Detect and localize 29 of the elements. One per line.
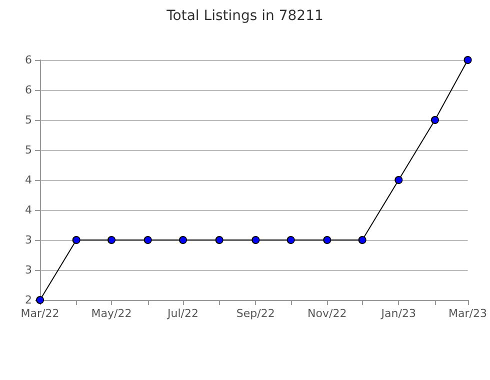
chart-title: Total Listings in 78211	[166, 8, 324, 24]
point	[430, 116, 439, 124]
x-tick-label: Jan/23	[380, 307, 416, 320]
y-tick-label: 6	[25, 84, 32, 96]
point	[286, 236, 295, 244]
y-tick-label: 4	[25, 174, 32, 186]
x-tick-label: Nov/22	[308, 307, 347, 320]
point	[178, 236, 187, 244]
x-tick-label: Mar/22	[20, 307, 60, 320]
point	[358, 236, 366, 244]
x-tick-label: Jul/22	[166, 307, 198, 320]
y-tick-label: 4	[25, 204, 32, 216]
point	[394, 176, 403, 184]
y-tick-label: 3	[25, 264, 32, 276]
point	[215, 236, 224, 244]
point	[144, 236, 152, 244]
y-tick-label: 3	[25, 234, 32, 246]
y-tick-label: 5	[25, 114, 32, 126]
x-tick-label: May/22	[91, 307, 132, 320]
y-tick-label: 6	[25, 54, 32, 66]
y-tick-label: 2	[25, 294, 32, 306]
point	[252, 236, 260, 244]
x-tick-label: Mar/23	[448, 307, 488, 320]
point	[108, 236, 116, 244]
x-tick-label: Sep/22	[236, 307, 275, 320]
point	[72, 236, 80, 244]
point	[323, 236, 332, 244]
y-tick-label: 5	[25, 144, 32, 156]
point	[464, 56, 472, 64]
